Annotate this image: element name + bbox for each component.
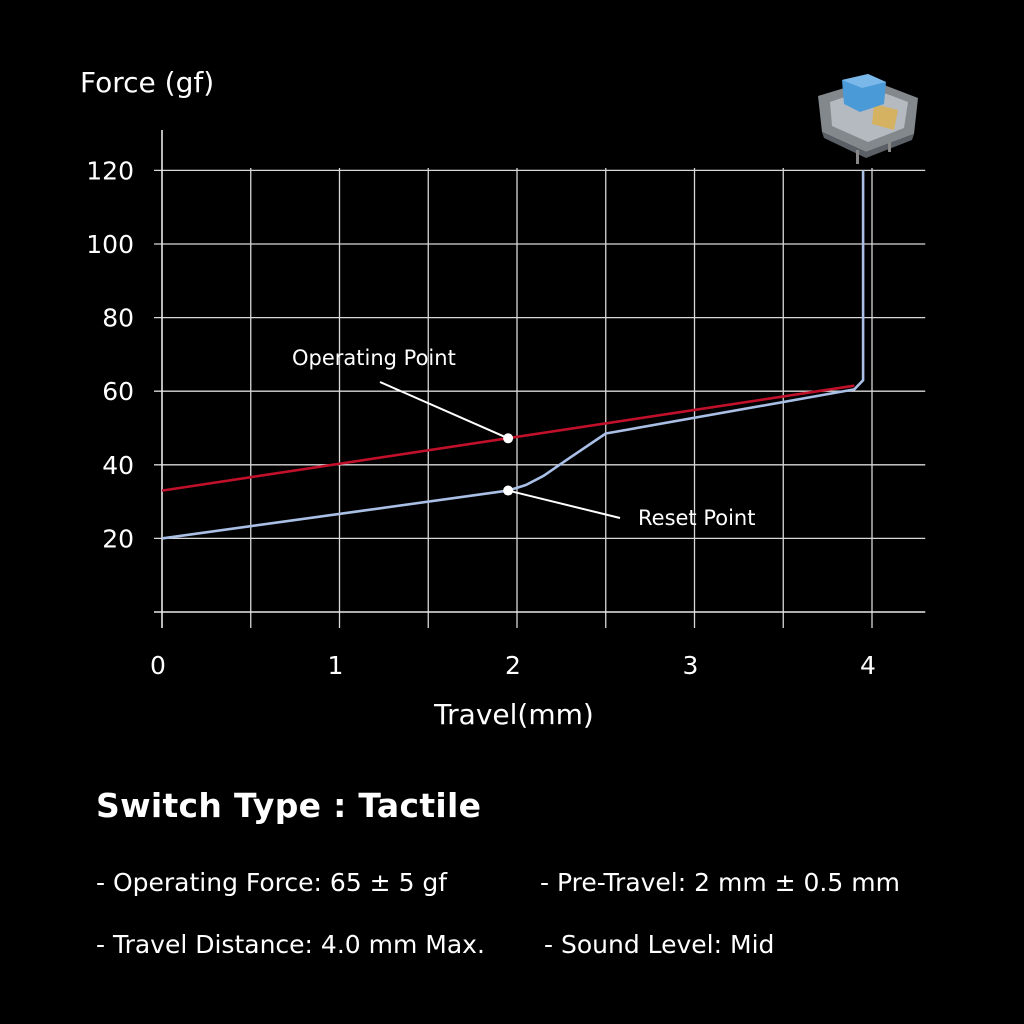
- operating-point-label: Operating Point: [292, 346, 456, 370]
- x-tick-label: 3: [683, 651, 699, 680]
- keyboard-switch-icon: [818, 74, 918, 164]
- x-axis-title: Travel(mm): [433, 698, 594, 731]
- operating-point-marker: [503, 433, 514, 444]
- x-tick-label: 1: [328, 651, 344, 680]
- operating-point-leader: [379, 381, 509, 440]
- reset-point-label: Reset Point: [638, 506, 755, 530]
- y-axis-title: Force (gf): [80, 66, 214, 99]
- operating-force-spec: - Operating Force: 65 ± 5 gf: [96, 868, 448, 897]
- series-layer: [161, 170, 865, 540]
- pre-travel-spec: - Pre-Travel: 2 mm ± 0.5 mm: [540, 868, 900, 897]
- grid: [154, 168, 926, 628]
- y-tick-label: 120: [86, 156, 134, 185]
- specs-panel: Switch Type : Tactile - Operating Force:…: [96, 786, 996, 959]
- force_curve-line: [161, 170, 865, 540]
- reset-point-leader: [507, 489, 621, 519]
- annotations: Operating Point Reset Point: [292, 346, 755, 530]
- x-tick-label: 2: [505, 651, 521, 680]
- x-tick-label: 0: [150, 651, 166, 680]
- tick-labels: 20 40 60 80 100 120 0 1 2 3 4: [86, 156, 876, 680]
- sound-level-spec: - Sound Level: Mid: [544, 930, 775, 959]
- y-tick-label: 40: [102, 451, 134, 480]
- axes: [154, 130, 926, 628]
- y-tick-label: 80: [102, 304, 134, 333]
- x-tick-label: 4: [860, 651, 876, 680]
- y-tick-label: 20: [102, 524, 134, 553]
- switch-type-title: Switch Type : Tactile: [96, 786, 482, 825]
- reset-point-marker: [503, 485, 514, 496]
- y-tick-label: 100: [86, 230, 134, 259]
- y-tick-label: 60: [102, 377, 134, 406]
- travel-distance-spec: - Travel Distance: 4.0 mm Max.: [96, 930, 485, 959]
